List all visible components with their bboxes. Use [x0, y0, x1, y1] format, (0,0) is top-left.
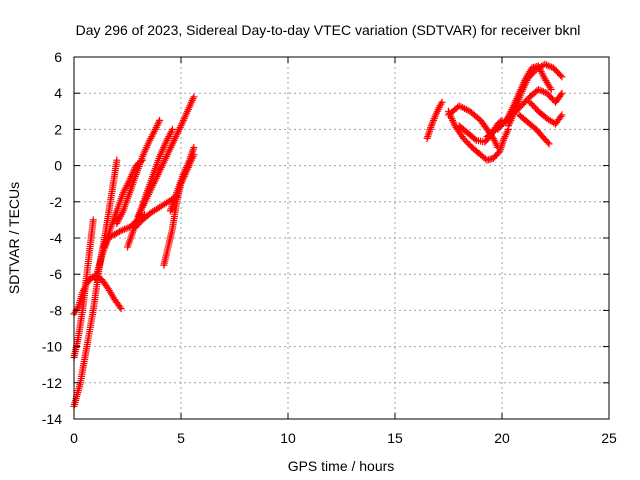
data-layer [70, 60, 566, 410]
data-point [498, 140, 506, 148]
ticks: 0 5 10 15 20 25 -14 -12 -10 -8 -6 -4 -2 0 2 4 6 [42, 49, 617, 446]
data-point [556, 71, 564, 79]
data-point [544, 62, 552, 70]
x-tick-label: 0 [70, 430, 78, 446]
data-point [558, 89, 566, 97]
x-tick-label: 15 [387, 430, 403, 446]
data-point [189, 147, 197, 155]
data-point [424, 131, 432, 139]
series-tr13 [445, 102, 502, 151]
data-point [113, 156, 121, 164]
x-tick-label: 5 [177, 430, 185, 446]
y-tick-label: 2 [54, 121, 62, 137]
data-point [119, 226, 127, 234]
data-point [89, 216, 97, 224]
y-tick-label: -8 [50, 302, 63, 318]
data-point [122, 225, 130, 233]
y-tick-label: -4 [50, 230, 63, 246]
data-point [425, 129, 433, 137]
data-point [116, 303, 124, 311]
y-tick-label: 0 [54, 158, 62, 174]
data-point [426, 127, 434, 135]
x-axis-label: GPS time / hours [288, 458, 395, 474]
chart-title: Day 296 of 2023, Sidereal Day-to-day VTE… [76, 22, 581, 38]
data-point [117, 305, 125, 313]
data-point [156, 116, 164, 124]
series-tr1 [70, 156, 121, 410]
data-point [547, 86, 555, 94]
series-tr6 [113, 116, 164, 228]
series-tr19 [515, 111, 553, 148]
data-point [189, 145, 197, 153]
data-point [546, 62, 554, 70]
y-tick-label: -10 [42, 339, 62, 355]
data-point [168, 125, 176, 133]
data-point [558, 111, 566, 119]
data-point [471, 135, 479, 143]
data-point [544, 138, 552, 146]
data-point [540, 88, 548, 96]
series-tr11 [166, 144, 198, 215]
series-tr14 [445, 107, 512, 164]
y-tick-label: -6 [50, 266, 63, 282]
data-point [117, 227, 125, 235]
data-point [538, 87, 546, 95]
series-tr18 [504, 60, 566, 130]
data-point [534, 86, 542, 94]
data-point [115, 228, 123, 236]
y-tick-label: 6 [54, 49, 62, 65]
data-point [557, 91, 565, 99]
y-axis-label: SDTVAR / TECUs [6, 182, 22, 294]
series-tr12 [423, 98, 446, 142]
y-tick-label: -2 [50, 194, 63, 210]
data-point [557, 112, 565, 120]
y-tick-label: -12 [42, 375, 62, 391]
data-point [190, 93, 198, 101]
data-point [188, 149, 196, 157]
series-tr5 [100, 156, 146, 251]
data-point [190, 144, 198, 151]
data-point [541, 60, 549, 68]
data-point [438, 98, 446, 106]
data-point [121, 225, 129, 233]
data-point [536, 86, 544, 94]
data-point [545, 140, 553, 148]
data-point [498, 142, 506, 150]
data-point [424, 133, 432, 141]
y-tick-label: 4 [54, 85, 62, 101]
y-tick-label: -14 [42, 411, 62, 427]
data-point [423, 134, 431, 142]
series-tr20 [526, 98, 566, 128]
grid [74, 57, 609, 419]
x-tick-label: 10 [280, 430, 296, 446]
series-tr9 [134, 93, 198, 220]
data-point [558, 73, 566, 81]
series-tr10 [160, 151, 198, 269]
series-tr16 [483, 86, 566, 141]
x-tick-label: 25 [601, 430, 617, 446]
x-tick-label: 20 [494, 430, 510, 446]
data-point [543, 61, 551, 69]
